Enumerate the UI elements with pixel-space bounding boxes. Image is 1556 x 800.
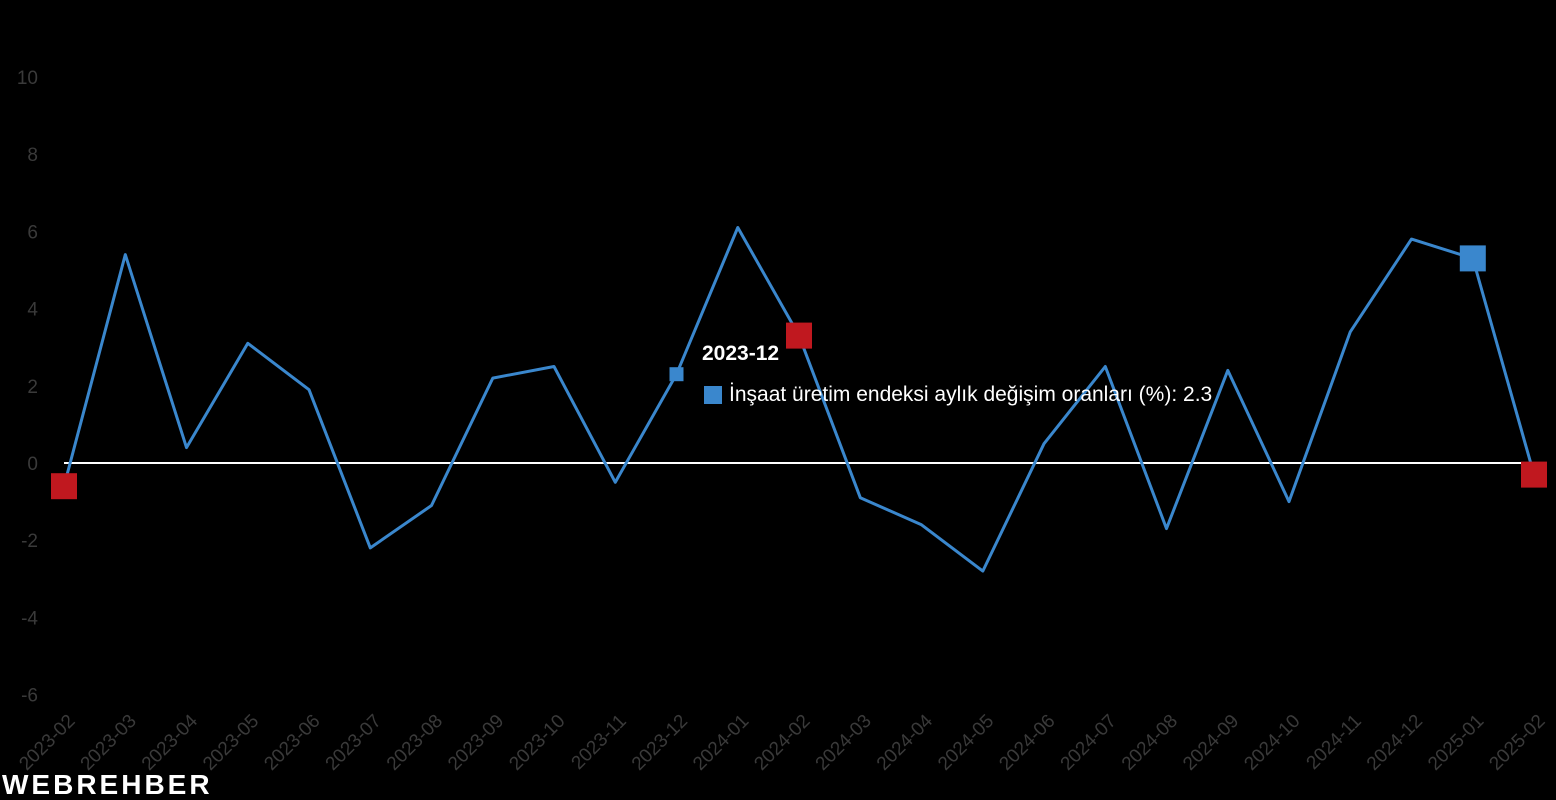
x-tick-label: 2024-08 <box>1118 711 1182 775</box>
y-tick-label: 6 <box>27 222 38 243</box>
y-tick-label: -6 <box>21 686 38 707</box>
y-tick-label: -2 <box>21 531 38 552</box>
y-tick-label: 8 <box>27 145 38 166</box>
x-axis-ticks: 2023-022023-032023-042023-052023-062023-… <box>15 710 1549 774</box>
x-tick-label: 2024-01 <box>689 711 753 775</box>
x-tick-label: 2023-06 <box>260 711 324 775</box>
x-tick-label: 2023-12 <box>628 711 692 775</box>
x-tick-label: 2025-01 <box>1424 711 1488 775</box>
highlighted-markers <box>51 245 1547 500</box>
x-tick-label: 2024-05 <box>934 711 998 775</box>
x-tick-label: 2024-12 <box>1363 711 1427 775</box>
x-tick-label: 2023-11 <box>568 711 631 774</box>
tooltip-title: 2023-12 <box>702 342 779 365</box>
data-point-marker <box>1521 461 1547 488</box>
x-tick-label: 2025-02 <box>1485 711 1549 775</box>
y-tick-label: 4 <box>27 300 38 321</box>
x-tick-label: 2023-05 <box>199 711 263 775</box>
x-tick-label: 2024-06 <box>995 711 1059 775</box>
y-tick-label: -4 <box>21 608 38 629</box>
x-tick-label: 2023-07 <box>322 711 386 775</box>
x-tick-label: 2024-07 <box>1057 711 1121 775</box>
x-tick-label: 2023-04 <box>138 710 202 774</box>
y-tick-label: 2 <box>27 377 38 398</box>
webrehber-logo: WEBREHBER <box>2 770 213 800</box>
y-tick-label: 0 <box>27 454 38 475</box>
tooltip-series-swatch <box>704 386 722 404</box>
y-axis-ticks: -6 -4 -2 0 2 4 6 8 10 <box>17 68 39 707</box>
data-point-marker <box>786 322 812 349</box>
logo-text: WEBREHBER <box>2 769 213 800</box>
data-point-marker <box>51 473 77 500</box>
x-tick-label: 2023-10 <box>505 711 569 775</box>
x-tick-label: 2024-11 <box>1303 711 1366 774</box>
x-tick-label: 2023-02 <box>15 711 79 775</box>
tooltip: 2023-12 İnşaat üretim endeksi aylık deği… <box>702 342 1212 406</box>
data-point-marker <box>1459 245 1486 272</box>
x-tick-label: 2023-08 <box>383 711 447 775</box>
x-tick-label: 2023-09 <box>444 711 508 775</box>
y-tick-label: 10 <box>17 68 38 89</box>
x-tick-label: 2024-10 <box>1240 711 1304 775</box>
tooltip-series-value: İnşaat üretim endeksi aylık değişim oran… <box>729 383 1212 406</box>
x-tick-label: 2024-09 <box>1179 711 1243 775</box>
x-tick-label: 2024-03 <box>812 711 876 775</box>
x-tick-label: 2024-02 <box>750 711 814 775</box>
data-point-marker <box>669 367 684 382</box>
x-tick-label: 2024-04 <box>873 710 937 774</box>
x-tick-label: 2023-03 <box>77 711 141 775</box>
